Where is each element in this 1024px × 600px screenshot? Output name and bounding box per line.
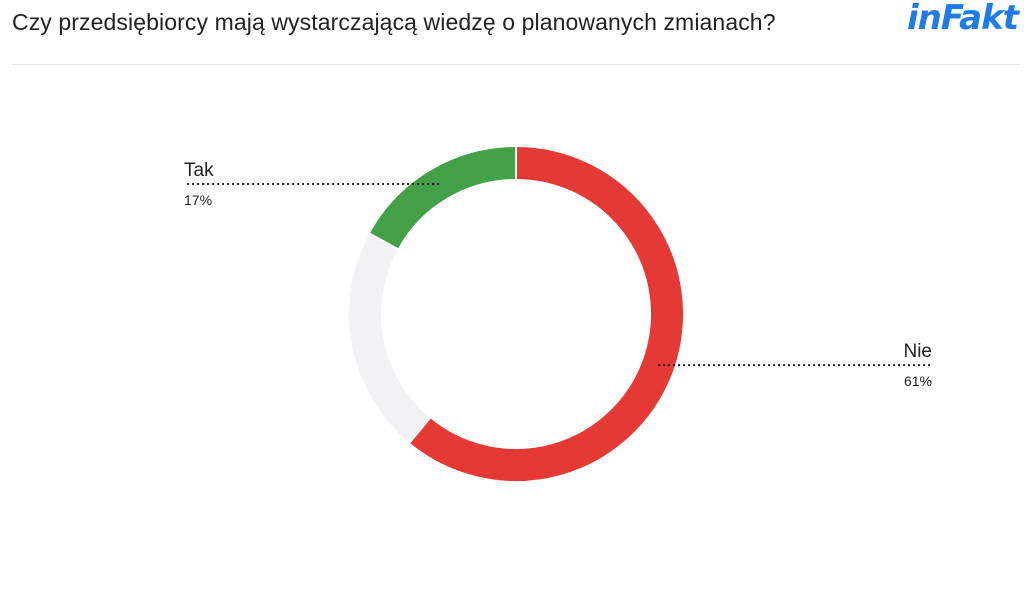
slice-label-tak: Tak xyxy=(184,160,214,181)
donut-slice-unlabeled xyxy=(349,233,431,443)
chart-title: Czy przedsiębiorcy mają wystarczającą wi… xyxy=(12,9,776,35)
donut-slices xyxy=(349,146,683,481)
slice-value-tak: 17% xyxy=(184,192,212,208)
slice-separator xyxy=(408,416,432,445)
slice-labels: Nie 61% Tak 17% xyxy=(184,160,932,389)
slice-value-nie: 61% xyxy=(904,373,932,389)
slice-label-nie: Nie xyxy=(903,341,932,362)
header-divider xyxy=(12,64,1020,65)
slice-separator xyxy=(368,232,400,251)
infakt-logo: inFakt xyxy=(907,0,1019,38)
header: Czy przedsiębiorcy mają wystarczającą wi… xyxy=(0,0,1024,64)
donut-slice-nie xyxy=(409,147,683,481)
donut-slice-tak xyxy=(369,147,517,250)
